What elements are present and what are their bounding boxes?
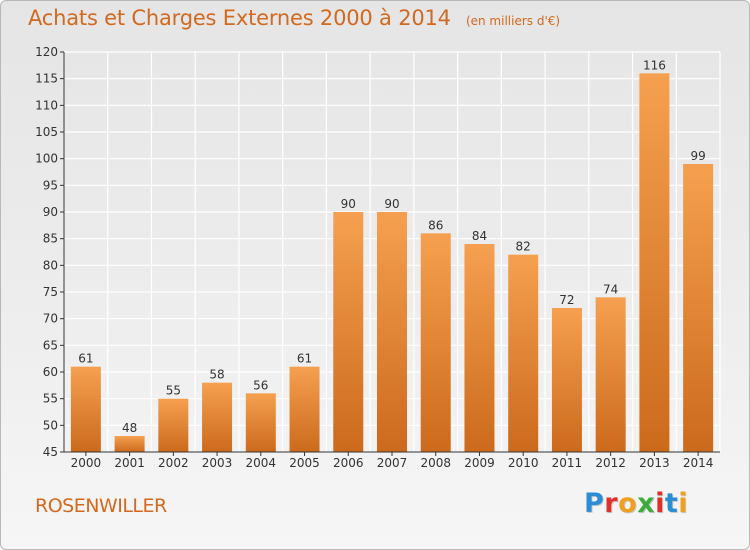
chart-header: Achats et Charges Externes 2000 à 2014 (…: [28, 6, 560, 30]
y-tick-label: 75: [43, 285, 58, 299]
data-label: 48: [122, 421, 137, 435]
x-tick-label: 2011: [552, 456, 583, 470]
bar-2010: [508, 254, 539, 452]
city-name: ROSENWILLER: [35, 495, 167, 517]
data-labels: 61 48 55 58 56 61 90 90 86 84 82 72 74 116 99: [78, 58, 706, 435]
x-tick-label: 2007: [377, 456, 408, 470]
y-tick-label: 70: [43, 312, 58, 326]
x-tick-label: 2001: [114, 456, 145, 470]
bar-2000: [70, 366, 101, 452]
y-tick-label: 60: [43, 365, 58, 379]
data-label: 58: [209, 368, 224, 382]
data-label: 72: [559, 293, 574, 307]
data-label: 90: [341, 197, 356, 211]
data-label: 61: [78, 352, 93, 366]
data-label: 82: [516, 240, 531, 254]
logo-letter: i: [678, 488, 689, 519]
logo-letter: t: [664, 488, 679, 519]
proxiti-logo: Proxiti: [584, 488, 688, 519]
x-tick-label: 2003: [202, 456, 233, 470]
bar-2007: [377, 212, 407, 452]
x-tick-label: 2014: [683, 456, 714, 470]
x-tick-label: 2012: [595, 456, 626, 470]
y-tick-label: 55: [43, 392, 58, 406]
y-tick-label: 45: [43, 445, 58, 459]
chart-title: Achats et Charges Externes 2000 à 2014: [28, 6, 451, 30]
x-tick-label: 2010: [508, 456, 539, 470]
data-label: 99: [690, 149, 705, 163]
y-tick-label: 80: [43, 258, 58, 272]
bar-2003: [202, 382, 233, 452]
bar-2008: [420, 233, 451, 452]
y-tick-label: 90: [43, 205, 58, 219]
y-tick-label: 105: [35, 125, 58, 139]
logo-letter: P: [584, 488, 605, 519]
bar-2006: [333, 212, 364, 452]
x-tick-label: 2008: [420, 456, 451, 470]
x-tick-label: 2009: [464, 456, 495, 470]
bar-2014: [683, 164, 714, 452]
bars: [70, 73, 714, 452]
x-tick-label: 2002: [158, 456, 189, 470]
data-label: 116: [643, 58, 666, 72]
data-label: 74: [603, 282, 618, 296]
axes: 45 50 55 60 65 70 75 80 85 90 95 100 105 110 115 120 200…: [35, 45, 720, 470]
bar-2001: [114, 436, 145, 452]
logo-letter: x: [637, 488, 656, 519]
y-tick-label: 115: [35, 72, 58, 86]
data-label: 61: [297, 352, 312, 366]
data-label: 86: [428, 218, 443, 232]
y-tick-label: 95: [43, 178, 58, 192]
bar-2004: [245, 393, 276, 452]
data-label: 56: [253, 378, 268, 392]
x-tick-label: 2004: [246, 456, 277, 470]
x-tick-label: 2000: [71, 456, 102, 470]
bar-2012: [595, 297, 626, 452]
x-tick-label: 2006: [333, 456, 364, 470]
x-tick-label: 2005: [289, 456, 320, 470]
bar-2013: [639, 73, 670, 452]
y-tick-label: 85: [43, 232, 58, 246]
data-label: 90: [384, 197, 399, 211]
bar-2009: [464, 244, 495, 452]
bar-2002: [158, 398, 189, 452]
data-label: 84: [472, 229, 487, 243]
bar-2011: [551, 308, 582, 452]
logo-letter: i: [655, 488, 665, 519]
chart-unit: (en milliers d'€): [465, 14, 561, 28]
y-tick-label: 110: [35, 98, 58, 112]
logo-letter: o: [618, 488, 638, 519]
x-tick-label: 2013: [639, 456, 670, 470]
bar-2005: [289, 366, 320, 452]
y-tick-label: 120: [35, 45, 58, 59]
y-tick-label: 50: [43, 418, 58, 432]
logo-letter: r: [604, 488, 619, 519]
y-tick-label: 65: [43, 338, 58, 352]
data-label: 55: [166, 384, 181, 398]
y-tick-label: 100: [35, 152, 58, 166]
